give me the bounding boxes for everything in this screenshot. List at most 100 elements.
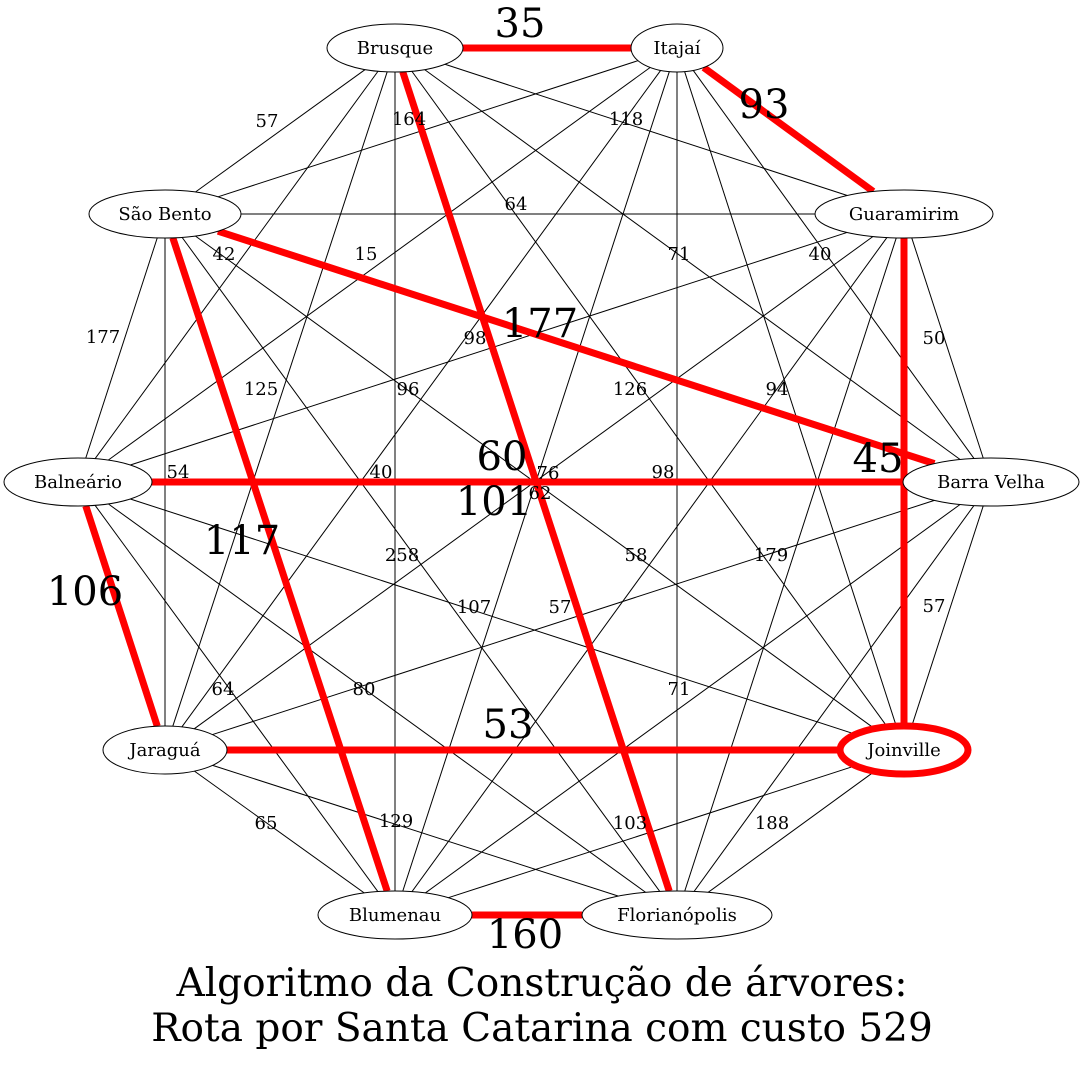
edge-weight: 188	[755, 813, 789, 834]
node-label: Balneário	[34, 472, 122, 493]
graph-edge	[411, 237, 888, 892]
graph-edge	[425, 504, 961, 894]
node-brusque: Brusque	[326, 23, 464, 73]
graph-edge	[911, 237, 984, 459]
edge-weight: 80	[353, 679, 376, 700]
graph-edge	[707, 770, 875, 893]
node-ellipse	[630, 23, 724, 73]
node-label: Brusque	[357, 38, 433, 59]
route-edge-itajai-guaramirim	[701, 64, 876, 195]
weight-florianopolis-brusque: 101	[456, 479, 532, 525]
weight-joinville-jaragua: 53	[483, 702, 534, 748]
edge-weight: 40	[370, 462, 393, 483]
edge-weight: 107	[457, 597, 491, 618]
weight-guaramirim-joinville: 45	[853, 436, 904, 482]
graph-edge	[212, 499, 935, 736]
weight-itajai-guaramirim: 93	[739, 82, 790, 128]
edge-weight: 65	[255, 813, 278, 834]
edge-weight: 57	[256, 111, 279, 132]
weight-blumenau-florianopolis: 160	[487, 912, 563, 958]
edge-weight: 125	[244, 379, 278, 400]
node-ellipse	[3, 457, 153, 507]
graph-edge	[911, 505, 984, 727]
node-joinville: Joinville	[836, 722, 972, 778]
edge-weight: 98	[464, 328, 487, 349]
graph-edge	[684, 71, 897, 727]
edge-weight: 64	[505, 194, 528, 215]
edge-weight-labels: 35 93 45 53 106 60 177 117 160 101 57 16…	[47, 1, 946, 958]
node-ellipse	[326, 23, 464, 73]
edge-weight: 76	[537, 463, 560, 484]
weight-balneario-barravelha: 60	[477, 434, 528, 480]
node-ellipse	[902, 457, 1080, 507]
node-jaragua: Jaraguá	[102, 725, 228, 775]
graph-edge	[107, 503, 646, 893]
node-ellipse	[102, 725, 228, 775]
node-label: Barra Velha	[937, 472, 1045, 493]
graph-edge	[444, 63, 848, 196]
edge-weight: 118	[609, 109, 643, 130]
edge-weight: 57	[923, 596, 946, 617]
edge-weight: 96	[397, 379, 420, 400]
route-edge-florianopolis-brusque	[399, 70, 673, 893]
edge-weight: 57	[549, 597, 572, 618]
graph-edge	[107, 67, 651, 461]
node-label: São Bento	[118, 204, 211, 225]
edge-weight: 94	[766, 379, 789, 400]
graph-edge	[194, 770, 365, 894]
node-label: Guaramirim	[849, 204, 959, 225]
edge-weight: 179	[754, 545, 788, 566]
edge-weight: 40	[809, 244, 832, 265]
edge-weight: 15	[355, 244, 378, 265]
route-edge-jaragua-balneario	[82, 504, 161, 728]
graph-edge	[212, 764, 619, 897]
graph-edge	[424, 69, 961, 460]
edge-weight: 164	[392, 109, 426, 130]
graph-edge	[172, 71, 388, 727]
edge-weight: 98	[652, 462, 675, 483]
graph-edge	[130, 498, 856, 735]
node-label: Jaraguá	[127, 740, 200, 761]
node-guaramirim: Guaramirim	[814, 189, 994, 239]
graph-edge	[684, 237, 897, 892]
weight-brusque-itajai: 35	[495, 1, 546, 47]
edge-weight: 50	[923, 328, 946, 349]
edge-weight: 42	[213, 244, 236, 265]
title-line-1: Algoritmo da Construção de árvores:	[176, 961, 908, 1006]
edge-weight: 258	[385, 545, 419, 566]
node-barravelha: Barra Velha	[902, 457, 1080, 507]
node-balneario: Balneário	[3, 457, 153, 507]
graph-edge	[94, 505, 379, 892]
route-edges	[82, 44, 936, 919]
graph-edge	[130, 231, 848, 466]
node-florianopolis: Florianópolis	[581, 890, 773, 940]
node-label: Florianópolis	[617, 905, 737, 926]
diagram-title: Algoritmo da Construção de árvores: Rota…	[151, 961, 933, 1051]
route-edge-barravelha-saobento	[216, 227, 936, 467]
title-line-2: Rota por Santa Catarina com custo 529	[151, 1006, 933, 1051]
graph-edge	[85, 237, 158, 459]
graph-edge	[217, 60, 639, 198]
edge-weight: 62	[529, 483, 552, 504]
edge-weight: 54	[167, 462, 190, 483]
graph-edge	[181, 70, 662, 728]
graph-edge	[693, 505, 975, 892]
node-label: Joinville	[865, 740, 941, 761]
edge-weight: 71	[668, 244, 691, 265]
node-label: Blumenau	[349, 905, 441, 926]
weight-jaragua-balneario: 106	[47, 569, 123, 615]
graph-edge	[94, 70, 379, 459]
edge-weight: 126	[613, 379, 647, 400]
weight-saobento-blumenau: 117	[204, 518, 280, 564]
node-itajai: Itajaí	[630, 23, 724, 73]
node-ellipse	[88, 189, 242, 239]
edge-weight: 129	[379, 811, 413, 832]
route-edge-saobento-blumenau	[169, 236, 391, 893]
node-ellipse	[581, 890, 773, 940]
edge-weight: 71	[668, 679, 691, 700]
node-ellipse	[317, 890, 473, 940]
node-ellipse	[836, 722, 972, 778]
node-saobento: São Bento	[88, 189, 242, 239]
node-label: Itajaí	[653, 38, 700, 59]
